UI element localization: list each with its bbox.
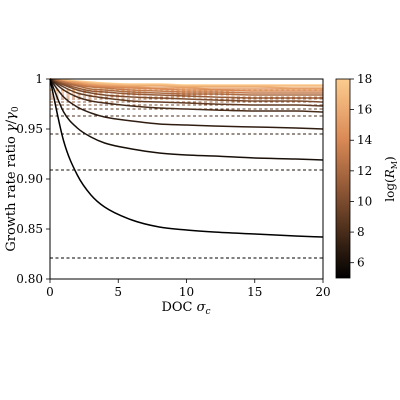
- colorbar-label: log(RM): [383, 156, 399, 201]
- x-tick-label: 20: [315, 285, 330, 299]
- colorbar: [335, 78, 351, 279]
- x-tick-label: 15: [247, 285, 262, 299]
- series-line-logrm-5: [49, 78, 324, 238]
- series-line-logrm-13: [49, 78, 323, 94]
- series-line-logrm-6: [49, 78, 324, 161]
- series-line-logrm-15: [49, 78, 323, 90]
- x-tick-label: 5: [114, 285, 122, 299]
- series-line-logrm-8: [49, 78, 324, 113]
- y-tick-label: 1: [35, 72, 43, 86]
- colorbar-tick-label: 16: [357, 103, 372, 117]
- series-line-logrm-10: [49, 78, 324, 103]
- series-line-logrm-9: [49, 78, 324, 107]
- y-tick-label: 0.95: [16, 122, 43, 136]
- colorbar-tick-label: 6: [357, 256, 365, 270]
- x-axis-label: DOC σc: [161, 300, 210, 317]
- x-axis-ticks: 0 5 10 15 20: [46, 279, 331, 299]
- series-line-logrm-14: [49, 78, 324, 92]
- y-tick-label: 0.80: [16, 272, 43, 286]
- plot-area: [49, 78, 324, 259]
- y-axis-label: Growth rate ratio γ/γ0: [4, 106, 21, 252]
- colorbar-tick-label: 10: [357, 194, 372, 208]
- series-line-logrm-16: [49, 78, 323, 89]
- series-line-logrm-18: [49, 78, 323, 86]
- colorbar-tick-label: 18: [357, 72, 372, 86]
- y-tick-label: 0.90: [16, 172, 43, 186]
- colorbar-tick-label: 12: [357, 164, 372, 178]
- series-line-logrm-12: [49, 78, 323, 96]
- series-line-logrm-11: [49, 78, 323, 99]
- colorbar-tick-label: 14: [357, 133, 373, 147]
- x-tick-label: 10: [179, 285, 194, 299]
- colorbar-tick-label: 8: [357, 225, 365, 239]
- x-tick-label: 0: [46, 285, 54, 299]
- y-axis-ticks: 0.80 0.85 0.90 0.95 1: [16, 72, 50, 286]
- y-tick-label: 0.85: [16, 222, 43, 236]
- series-line-logrm-7: [49, 78, 324, 130]
- colorbar-ticks: 6 8 10 12 14 16 18: [350, 72, 373, 270]
